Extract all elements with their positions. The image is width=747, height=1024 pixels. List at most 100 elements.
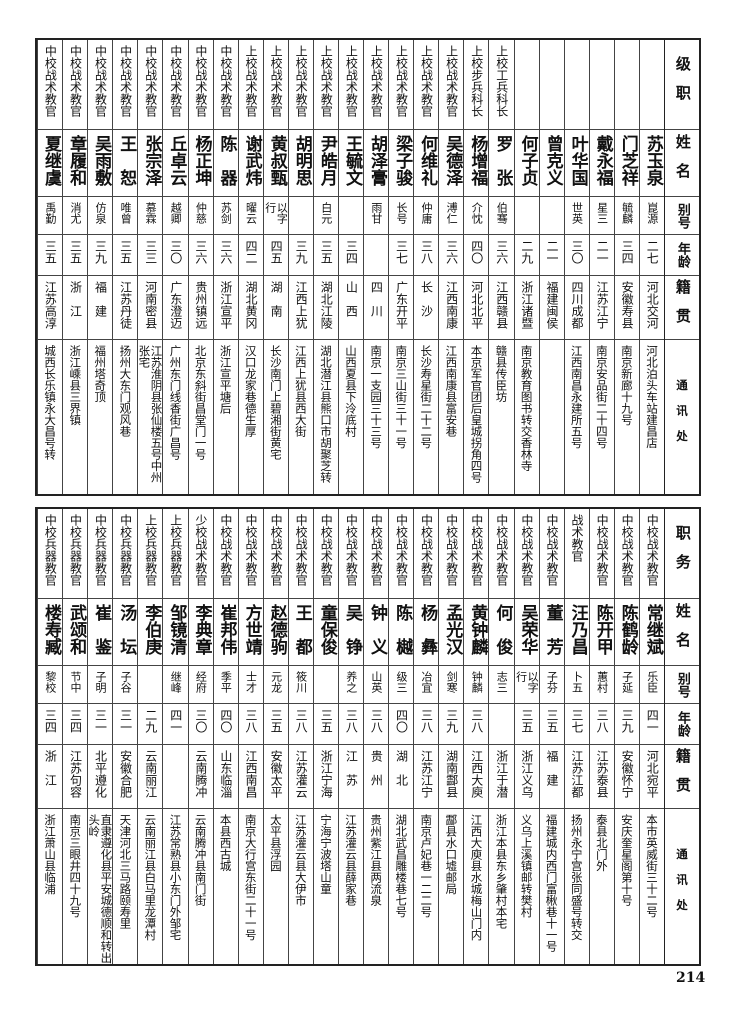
alias-text: 子延 (620, 671, 634, 693)
name-cell: 王 都 (288, 599, 313, 666)
name-text: 胡明思 (291, 135, 312, 186)
native-place-cell: 江西赣县 (489, 276, 514, 340)
age-text: 三七 (394, 240, 409, 264)
native-place-cell: 江苏灌云 (288, 745, 313, 809)
alias-text: 曜云 (244, 202, 258, 224)
rank-title-cell (564, 40, 589, 130)
native-place-text: 河北北平 (469, 281, 484, 329)
name-text: 钟 义 (367, 604, 388, 655)
rank-title-cell: 中校战术教官 (464, 509, 489, 599)
address-text: 南京三山街三十一号 (394, 345, 409, 449)
address-text: 长沙南门上碧湘街黄宅 (268, 345, 283, 460)
age-cell: 三六 (213, 235, 238, 276)
alias-text: 介忱 (470, 202, 484, 224)
address-cell: 直隶遵化县平安城德顺和转出头岭 (88, 809, 112, 964)
age-cell: 四五 (263, 235, 288, 276)
person-record-column: 上校步兵科长 杨增福 介忱 四〇 河北北平 本京军官团后皇城拐角四号 (463, 40, 489, 494)
alias-text: 冶宜 (420, 671, 434, 693)
age-text: 四一 (645, 709, 660, 733)
address-cell: 福州塔奇顶 (88, 340, 112, 494)
rank-title-cell: 中校战术教官 (539, 509, 564, 599)
header-label: 籍贯 (673, 278, 692, 337)
age-cell: 三一 (88, 704, 113, 745)
name-text: 何子贞 (517, 135, 538, 186)
rank-title-cell: 中校战术教官 (614, 509, 639, 599)
name-text: 崔 鉴 (91, 604, 112, 655)
native-place-text: 江苏灌云 (294, 750, 309, 798)
rank-title-text: 上校战术教官 (369, 45, 384, 117)
age-text: 三〇 (193, 709, 208, 733)
address-text: 本县西古城 (218, 814, 233, 872)
address-cell: 北京东斜街昌堂门一号 (189, 340, 213, 494)
person-record-column: 中校战术教官何 俊志三 浙江于潜 浙江本县东乡肇村本宅 (488, 509, 514, 964)
native-place-cell: 江 苏 (338, 745, 364, 809)
alias-cell: 子谷 (113, 666, 138, 704)
person-record-column: 戴永福 星三 二一 江苏江宁 南京安品街二十四号 (588, 40, 614, 494)
address-text: 云南丽江县白马里龙潭村 (143, 814, 158, 941)
alias-cell (313, 666, 338, 704)
native-place-text: 云南腾冲 (193, 750, 208, 798)
native-place-text: 江苏泰县 (595, 750, 610, 798)
name-cell: 何 俊 (489, 599, 514, 666)
name-text: 陈开甲 (592, 604, 613, 655)
alias-cell: 雨甘 (364, 197, 389, 235)
person-record-column: 上校工兵科长罗 张伯骞 三六 江西赣县 赣县传臣坊 (488, 40, 514, 494)
alias-text: 级三 (394, 671, 408, 693)
alias-cell: 养之 (338, 666, 364, 704)
alias-text: 子明 (94, 671, 108, 693)
address-text: 直隶遵化县平安城德顺和转出头岭 (88, 814, 113, 964)
name-text: 吴雨敷 (91, 135, 112, 186)
address-cell: 南京安品街二十四号 (590, 340, 614, 494)
native-place-cell: 浙江于潜 (489, 745, 514, 809)
name-cell: 陈 器 (213, 130, 238, 197)
age-text: 三一 (118, 709, 133, 733)
person-record-column: 中校兵器教官 武颂和 节中 三四 江苏句容 南京三眼井四十九号 (62, 509, 88, 964)
rank-title-text: 中校战术教官 (595, 514, 610, 586)
age-cell: 三五 (313, 704, 338, 745)
rank-title-text: 中校战术教官 (469, 514, 484, 586)
rank-title-cell: 中校战术教官 (338, 509, 364, 599)
name-cell: 钟 义 (364, 599, 389, 666)
person-record-column: 中校战术教官 常继斌 乐臣 四一 河北宛平 本市英威街三十二号 (638, 509, 664, 964)
person-record-column: 中校战术教官王 都筱川 三八 江苏灌云 江苏灌云县大伊市 (287, 509, 313, 964)
rank-title-cell: 战术教官 (564, 509, 589, 599)
native-place-cell: 浙江宣平 (213, 276, 238, 340)
name-text: 李伯庚 (141, 604, 162, 655)
address-text: 扬州大东门观风巷 (118, 345, 133, 437)
age-cell: 三三 (138, 235, 163, 276)
age-cell: 三八 (414, 704, 439, 745)
rank-title-cell: 中校兵器教官 (88, 509, 113, 599)
native-place-cell: 贵 州 (364, 745, 389, 809)
page-number: 214 (676, 970, 706, 986)
rank-title-text: 中校战术教官 (118, 45, 133, 117)
name-cell: 梁子骏 (389, 130, 414, 197)
name-text: 夏继虞 (41, 135, 61, 186)
rank-title-text: 中校兵器教官 (43, 514, 58, 586)
address-cell: 宁海宁波塔山童 (314, 809, 338, 964)
name-text: 王 恕 (116, 135, 137, 186)
native-place-text: 江苏高淳 (43, 281, 58, 329)
address-cell: 长沙南门上碧湘街黄宅 (264, 340, 288, 494)
alias-cell: 消尤 (63, 197, 88, 235)
address-text: 南京教育图书转交香林寺 (519, 345, 534, 472)
rank-title-cell: 中校战术教官 (313, 509, 338, 599)
name-cell: 汤 坛 (113, 599, 138, 666)
native-place-text: 湖 北 (394, 750, 409, 786)
age-text: 三四 (620, 240, 635, 264)
native-place-cell: 福 建 (539, 745, 564, 809)
age-cell: 四〇 (213, 704, 238, 745)
native-place-text: 福建闽侯 (544, 281, 559, 329)
native-place-text: 浙江宁海 (319, 750, 334, 798)
name-text: 黄钟麟 (467, 604, 488, 655)
name-cell: 李典章 (188, 599, 213, 666)
rank-title-cell: 中校战术教官 (439, 509, 464, 599)
native-place-cell: 河北宛平 (639, 745, 664, 809)
name-text: 何 俊 (492, 604, 513, 655)
alias-cell (338, 197, 364, 235)
rank-title-text: 中校战术教官 (193, 45, 208, 117)
person-record-column: 中校战术教官吴 铮养之 三八江 苏江苏灌云县薛家巷 (337, 509, 364, 964)
person-record-column: 中校战术教官陈 器苏剑 三六 浙江宣平 浙江宣平塘后 (212, 40, 238, 494)
native-place-text: 湖北黄冈 (244, 281, 258, 329)
name-text: 董 芳 (542, 604, 563, 655)
person-record-column: 中校战术教官 陈开甲 蕙村 三八 江苏泰县 泰县北门外 (588, 509, 614, 964)
